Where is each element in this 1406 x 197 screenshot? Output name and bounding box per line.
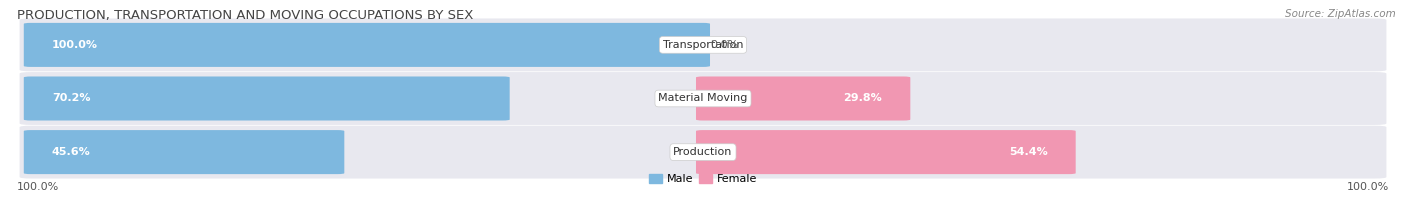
Text: 100.0%: 100.0% (17, 182, 59, 191)
FancyBboxPatch shape (696, 130, 1076, 174)
Text: 45.6%: 45.6% (52, 147, 90, 157)
Text: Transportation: Transportation (662, 40, 744, 50)
FancyBboxPatch shape (20, 19, 1386, 71)
Text: 70.2%: 70.2% (52, 94, 90, 103)
Text: 54.4%: 54.4% (1010, 147, 1047, 157)
Text: PRODUCTION, TRANSPORTATION AND MOVING OCCUPATIONS BY SEX: PRODUCTION, TRANSPORTATION AND MOVING OC… (17, 8, 474, 21)
FancyBboxPatch shape (20, 126, 1386, 178)
FancyBboxPatch shape (24, 23, 710, 67)
Text: 100.0%: 100.0% (1347, 182, 1389, 191)
Text: 29.8%: 29.8% (844, 94, 883, 103)
FancyBboxPatch shape (24, 76, 510, 121)
Text: Production: Production (673, 147, 733, 157)
FancyBboxPatch shape (24, 130, 344, 174)
Text: 100.0%: 100.0% (52, 40, 98, 50)
FancyBboxPatch shape (20, 72, 1386, 125)
Text: 0.0%: 0.0% (710, 40, 738, 50)
FancyBboxPatch shape (696, 76, 910, 121)
Text: Source: ZipAtlas.com: Source: ZipAtlas.com (1285, 8, 1396, 19)
Text: Material Moving: Material Moving (658, 94, 748, 103)
Legend: Male, Female: Male, Female (644, 169, 762, 189)
